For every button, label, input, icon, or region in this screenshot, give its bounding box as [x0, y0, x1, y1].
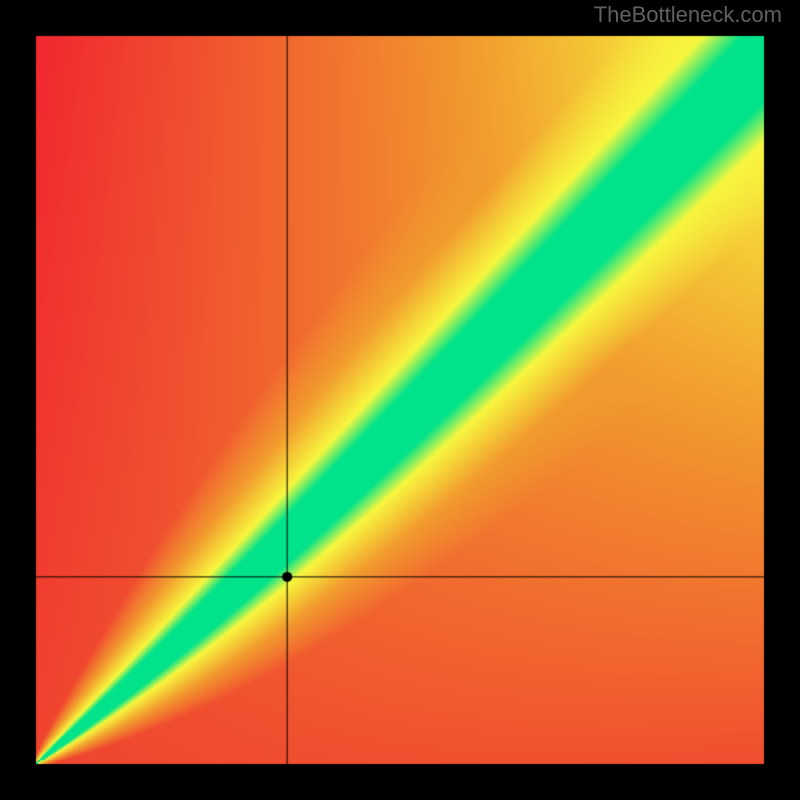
watermark-text: TheBottleneck.com: [594, 2, 782, 28]
heatmap-canvas: [0, 0, 800, 800]
chart-container: TheBottleneck.com: [0, 0, 800, 800]
